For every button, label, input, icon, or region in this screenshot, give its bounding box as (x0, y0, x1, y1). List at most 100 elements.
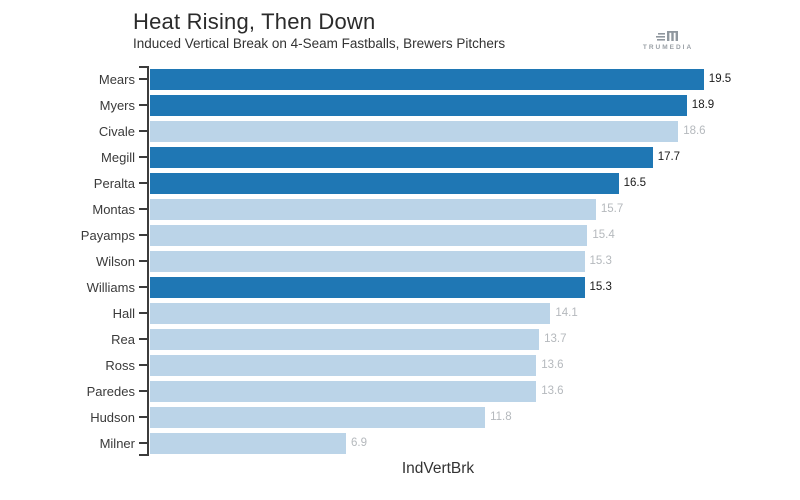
category-tick-icon (139, 130, 148, 132)
bar-row: Megill 17.7 (0, 144, 800, 170)
value-label: 15.3 (589, 255, 612, 267)
bar-row: Civale 18.6 (0, 118, 800, 144)
bar[interactable] (150, 276, 585, 298)
category-tick-icon (139, 338, 148, 340)
bar-area: 19.5 (150, 66, 800, 92)
bar-row: Williams 15.3 (0, 274, 800, 300)
y-axis-bottom-tick (139, 454, 148, 456)
bar-row: Ross 13.6 (0, 352, 800, 378)
category-label: Hall (112, 305, 135, 321)
bar-area: 15.3 (150, 248, 800, 274)
value-label: 19.5 (708, 73, 732, 85)
bar-row: Hall 14.1 (0, 300, 800, 326)
bar-row: Milner 6.9 (0, 430, 800, 456)
category-label: Paredes (86, 383, 135, 399)
category-label: Hudson (90, 409, 135, 425)
chart-header: Heat Rising, Then Down Induced Vertical … (133, 8, 505, 53)
bar[interactable] (150, 198, 596, 220)
category-tick-icon (139, 78, 148, 80)
value-label: 13.7 (544, 333, 567, 345)
category-label: Civale (98, 123, 135, 139)
bar-area: 16.5 (150, 170, 800, 196)
trumedia-logo-icon (656, 31, 678, 41)
category-label: Rea (111, 331, 135, 347)
category-tick-icon (139, 416, 148, 418)
value-label: 18.6 (683, 125, 706, 137)
bar[interactable] (150, 302, 551, 324)
bar-chart-plot: Mears 19.5 Myers 18.9 Civale 18.6 Megill… (0, 66, 800, 456)
chart-title: Heat Rising, Then Down (133, 9, 376, 34)
value-label: 13.6 (541, 359, 564, 371)
category-label: Ross (105, 357, 135, 373)
bar-row: Payamps 15.4 (0, 222, 800, 248)
bar-row: Montas 15.7 (0, 196, 800, 222)
category-label: Peralta (93, 175, 135, 191)
bar-area: 15.7 (150, 196, 800, 222)
category-tick-icon (139, 364, 148, 366)
bar[interactable] (150, 250, 585, 272)
category-tick-icon (139, 182, 148, 184)
chart-subtitle: Induced Vertical Break on 4-Seam Fastbal… (133, 36, 506, 51)
category-label: Payamps (80, 227, 135, 243)
value-label: 14.1 (555, 307, 578, 319)
bar[interactable] (150, 172, 619, 194)
category-tick-icon (139, 208, 148, 210)
bar-area: 15.4 (150, 222, 800, 248)
bar-area: 13.6 (150, 378, 800, 404)
bar-area: 13.6 (150, 352, 800, 378)
bar-area: 15.3 (150, 274, 800, 300)
value-label: 15.7 (600, 203, 624, 215)
category-tick-icon (139, 390, 148, 392)
bar-area: 13.7 (150, 326, 800, 352)
value-label: 16.5 (623, 177, 646, 189)
plot-rows: Mears 19.5 Myers 18.9 Civale 18.6 Megill… (0, 66, 800, 456)
bar[interactable] (150, 94, 687, 116)
category-label: Myers (99, 97, 135, 113)
category-label: Montas (92, 201, 135, 217)
bar-row: Wilson 15.3 (0, 248, 800, 274)
value-label: 6.9 (351, 437, 367, 449)
y-axis-line (147, 66, 149, 456)
category-label: Wilson (95, 253, 135, 269)
bar[interactable] (150, 354, 537, 376)
value-label: 17.7 (657, 151, 681, 163)
category-tick-icon (139, 312, 148, 314)
bar-area: 17.7 (150, 144, 800, 170)
bar-row: Myers 18.9 (0, 92, 800, 118)
trumedia-logo-text: TRUMEDIA (642, 44, 694, 51)
category-tick-icon (139, 104, 148, 106)
value-label: 15.4 (592, 229, 615, 241)
bar-area: 11.8 (150, 404, 800, 430)
bar[interactable] (150, 380, 537, 402)
bar[interactable] (150, 68, 704, 90)
bar-row: Paredes 13.6 (0, 378, 800, 404)
bar-row: Hudson 11.8 (0, 404, 800, 430)
bar-area: 14.1 (150, 300, 800, 326)
bar[interactable] (150, 406, 486, 428)
bar[interactable] (150, 146, 653, 168)
category-tick-icon (139, 442, 148, 444)
bar-row: Peralta 16.5 (0, 170, 800, 196)
category-tick-icon (139, 260, 148, 262)
value-label: 18.9 (691, 99, 715, 111)
bar[interactable] (150, 224, 588, 246)
bar[interactable] (150, 120, 679, 142)
bar-area: 6.9 (150, 430, 800, 456)
x-axis-label: IndVertBrk (401, 460, 475, 477)
bar-area: 18.9 (150, 92, 800, 118)
bar-area: 18.6 (150, 118, 800, 144)
category-tick-icon (139, 234, 148, 236)
category-label: Williams (86, 279, 135, 295)
category-label: Mears (98, 71, 135, 87)
category-tick-icon (139, 156, 148, 158)
category-tick-icon (139, 286, 148, 288)
bar[interactable] (150, 328, 540, 350)
category-label: Milner (99, 435, 135, 451)
bar-row: Mears 19.5 (0, 66, 800, 92)
bar-row: Rea 13.7 (0, 326, 800, 352)
category-label: Megill (101, 149, 135, 165)
value-label: 13.6 (541, 385, 564, 397)
bar[interactable] (150, 432, 346, 454)
trumedia-logo: TRUMEDIA (638, 30, 698, 51)
